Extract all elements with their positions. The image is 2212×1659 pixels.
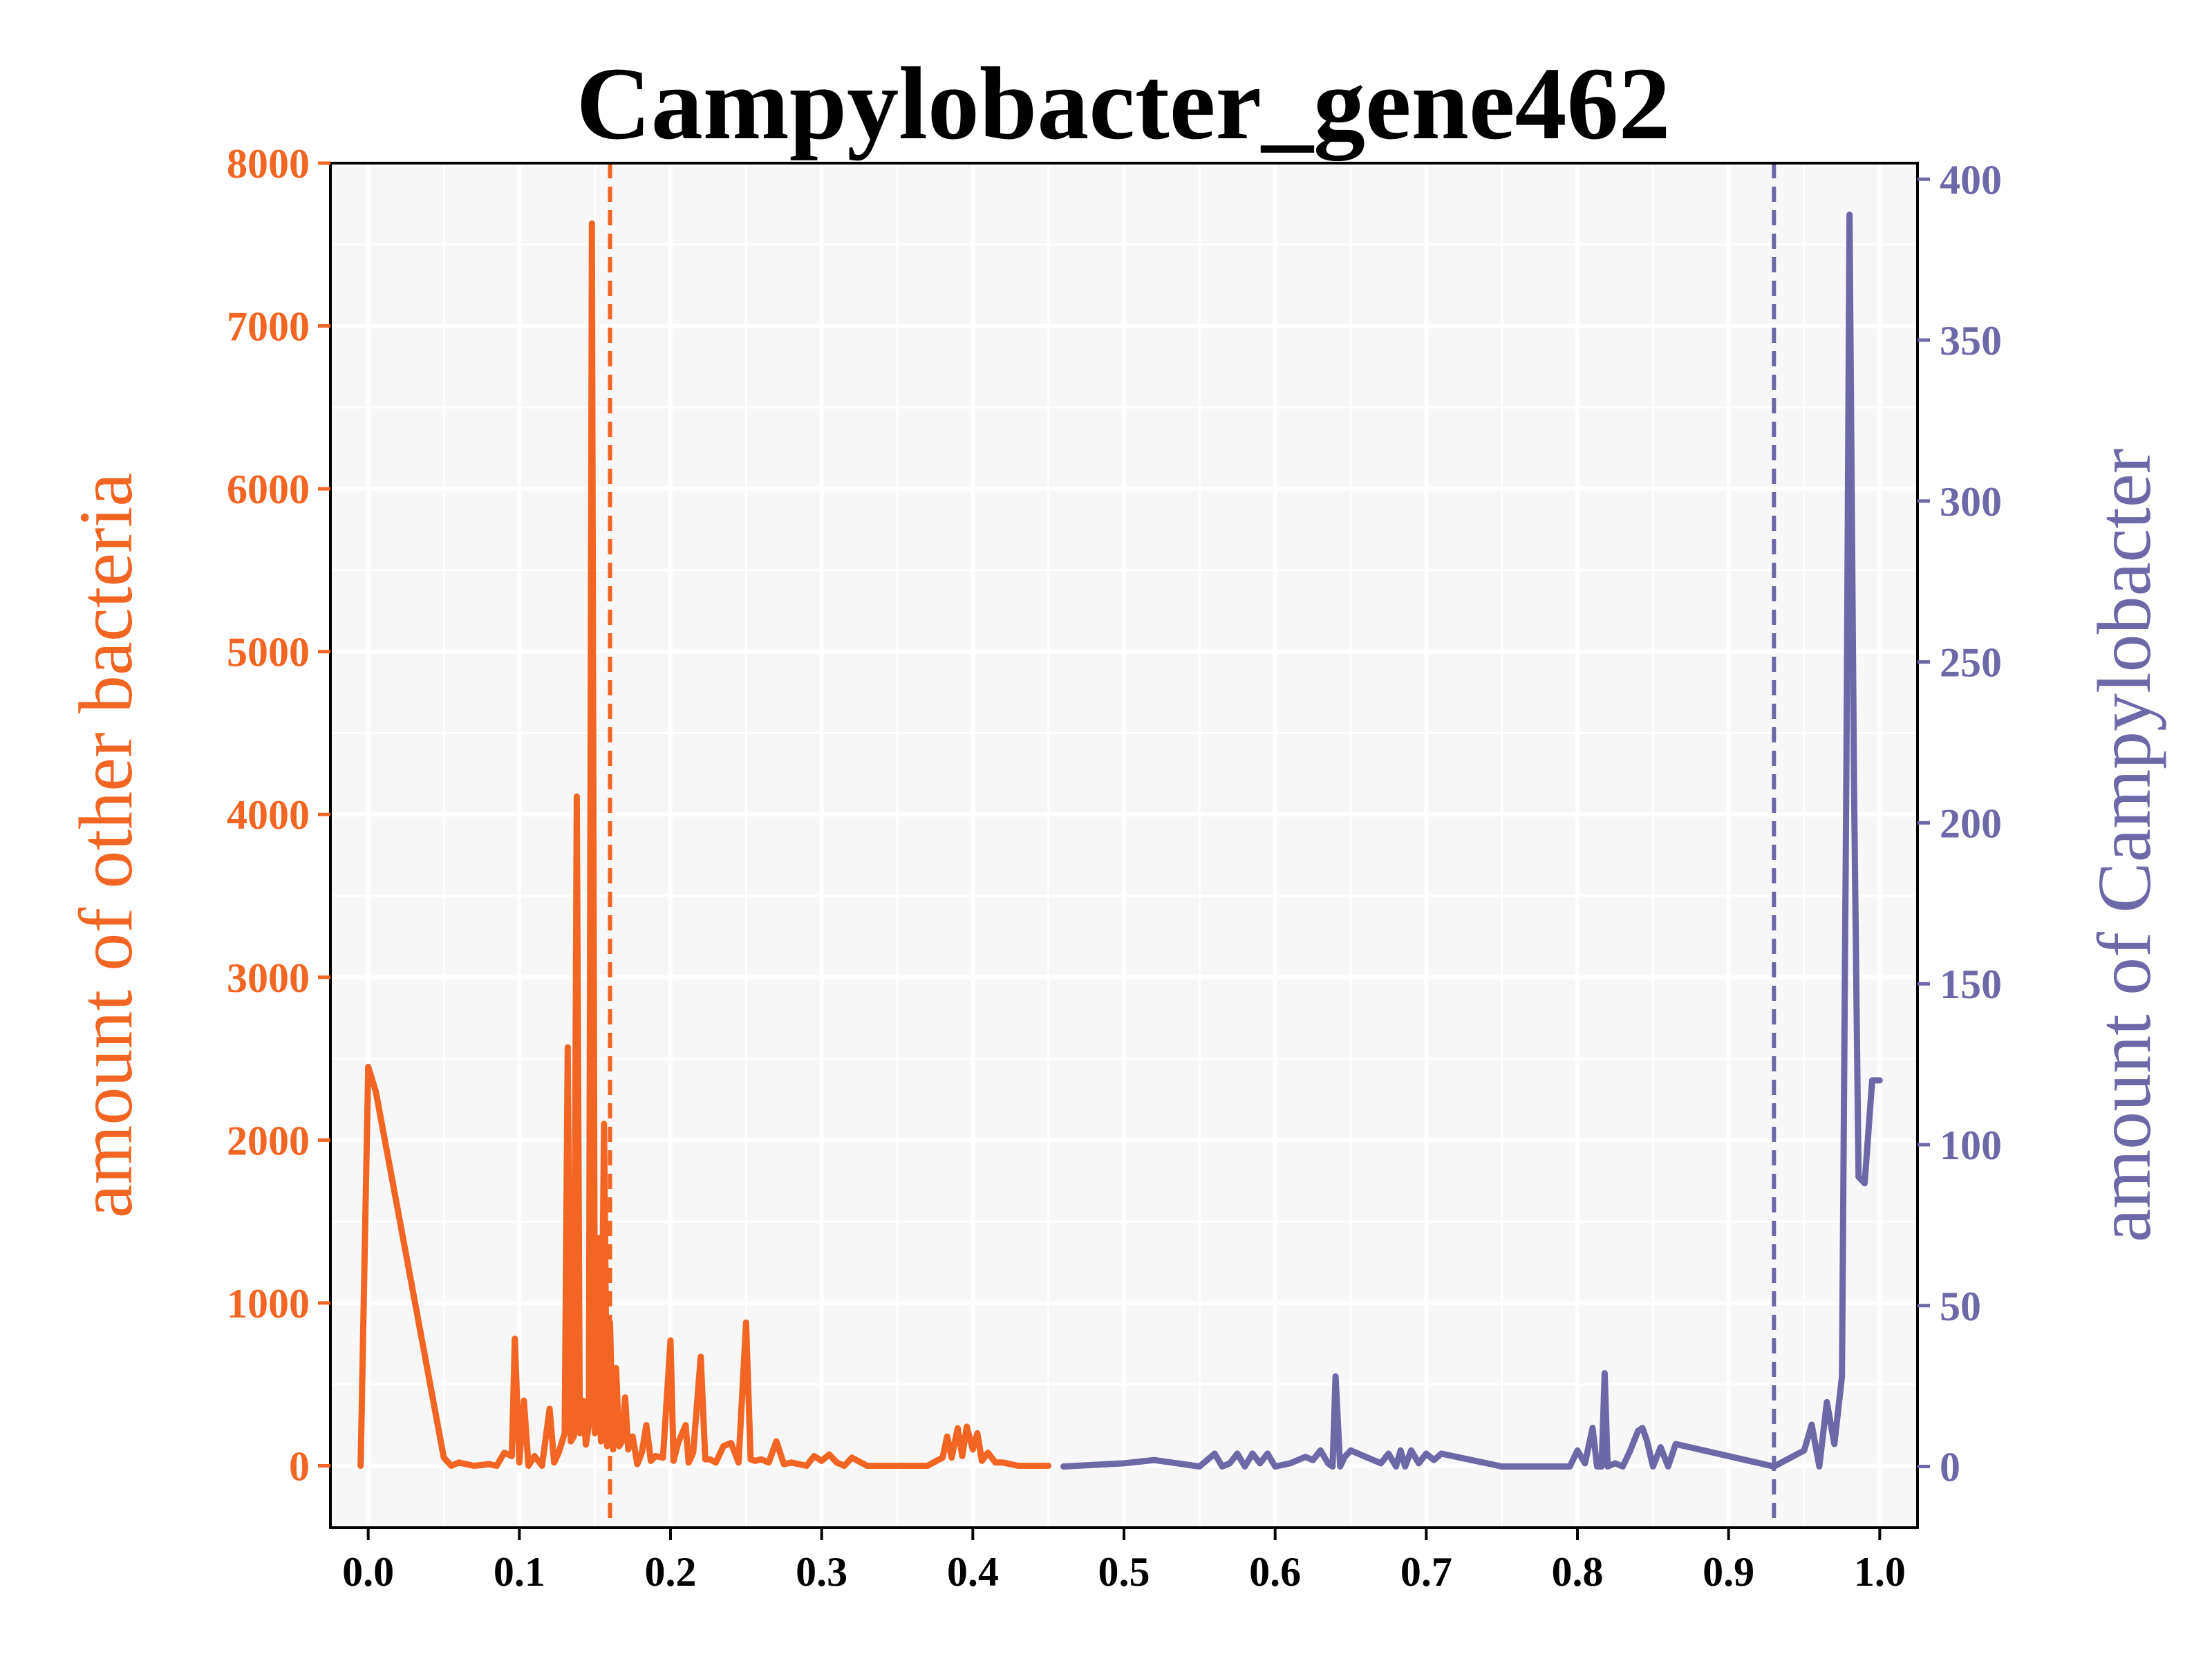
left-axis-label: amount of other bacteria xyxy=(64,473,148,1218)
right-tick-label: 150 xyxy=(1940,962,2002,1007)
x-tick-label: 0.3 xyxy=(796,1549,847,1595)
right-tick-label: 100 xyxy=(1940,1123,2002,1168)
x-tick-label: 0.5 xyxy=(1098,1549,1150,1595)
left-tick-label: 0 xyxy=(289,1443,310,1489)
left-tick-label: 2000 xyxy=(227,1118,310,1163)
left-tick-label: 7000 xyxy=(227,304,310,350)
right-y-axis: 0 50 100 150 200 250 300 350 400 xyxy=(1918,157,2002,1490)
x-tick-label: 0.6 xyxy=(1249,1549,1301,1595)
x-tick-label: 1.0 xyxy=(1854,1549,1906,1595)
right-tick-label: 50 xyxy=(1940,1284,1981,1329)
right-tick-label: 300 xyxy=(1940,479,2002,525)
right-tick-label: 250 xyxy=(1940,640,2002,686)
left-tick-label: 8000 xyxy=(227,141,310,187)
left-tick-label: 1000 xyxy=(227,1281,310,1327)
right-tick-label: 200 xyxy=(1940,800,2002,846)
left-y-axis: 0 1000 2000 3000 4000 5000 6000 7000 8000 xyxy=(227,141,330,1489)
right-tick-label: 0 xyxy=(1940,1445,1960,1490)
x-axis: 0.0 0.1 0.2 0.3 0.4 0.5 0.6 0.7 0.8 0.9 1.0 xyxy=(342,1528,1906,1595)
left-tick-label: 4000 xyxy=(227,792,310,838)
x-tick-label: 0.4 xyxy=(947,1549,999,1595)
chart-title: Campylobacter_gene462 xyxy=(576,46,1670,161)
x-tick-label: 0.2 xyxy=(645,1549,697,1595)
reference-lines xyxy=(608,163,1777,1528)
x-tick-label: 0.9 xyxy=(1703,1549,1754,1595)
right-tick-label: 400 xyxy=(1940,157,2002,203)
series-line-left-axis xyxy=(357,220,1052,1469)
x-tick-label: 0.1 xyxy=(494,1549,545,1595)
right-axis-label: amount of Campylobacter xyxy=(2082,449,2166,1243)
left-tick-label: 3000 xyxy=(227,955,310,1001)
x-tick-label: 0.7 xyxy=(1400,1549,1452,1595)
left-tick-label: 6000 xyxy=(227,467,310,512)
left-tick-label: 5000 xyxy=(227,630,310,675)
x-tick-label: 0.0 xyxy=(342,1549,394,1595)
x-tick-label: 0.8 xyxy=(1552,1549,1604,1595)
right-tick-label: 350 xyxy=(1940,318,2002,364)
series-lines xyxy=(357,212,1883,1470)
series-line-right-axis xyxy=(1060,212,1883,1470)
